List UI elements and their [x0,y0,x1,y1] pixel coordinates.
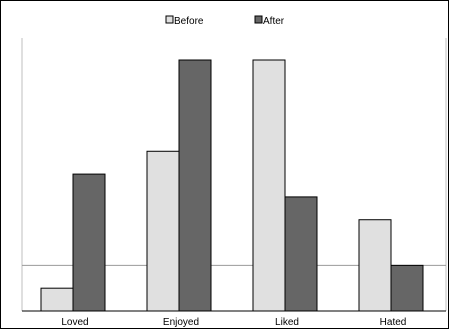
legend-label-after: After [263,16,285,27]
legend-swatch-after [254,15,263,24]
legend-swatch-before [165,15,174,24]
bar-before-enjoyed [146,150,180,312]
bar-after-hated [390,264,424,312]
bar-before-hated [358,219,392,312]
x-tick-labels: Loved Enjoyed Liked Hated [61,317,406,328]
x-tick-label: Enjoyed [163,317,199,328]
bar-after-liked [284,196,318,312]
bar-before-liked [252,59,286,312]
bar-after-enjoyed [178,59,212,312]
x-tick-label: Loved [61,317,88,328]
bar-before-loved [40,287,74,312]
x-tick-label: Liked [275,317,299,328]
x-tick-label: Hated [380,317,407,328]
legend: Before After [165,15,285,27]
bars-group [40,59,424,312]
bar-after-loved [72,173,106,312]
legend-label-before: Before [174,16,204,27]
